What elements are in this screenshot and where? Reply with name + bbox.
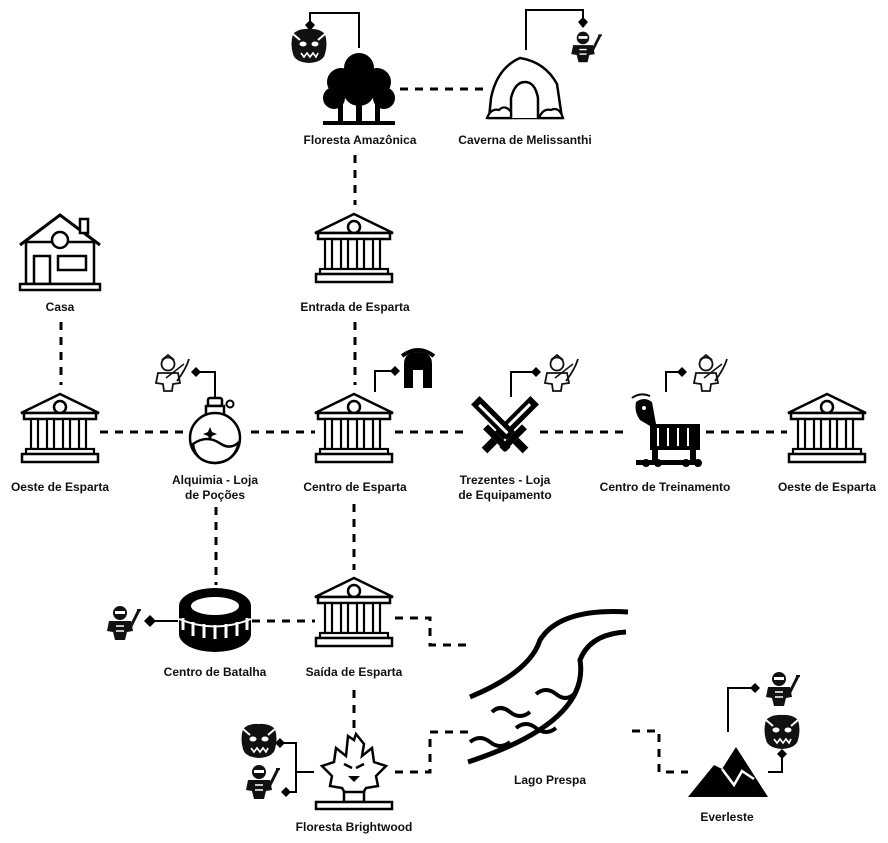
monster-icon-everleste[interactable] bbox=[763, 713, 801, 750]
spartan-helmet-icon[interactable] bbox=[400, 348, 436, 388]
path-network bbox=[59, 87, 787, 774]
character-links bbox=[152, 9, 783, 793]
label-treinamento: Centro de Treinamento bbox=[600, 480, 731, 494]
cave-icon[interactable] bbox=[485, 56, 565, 120]
label-alquimia-2: de Poções bbox=[185, 488, 245, 502]
label-caverna: Caverna de Melissanthi bbox=[458, 133, 591, 147]
label-floresta-amazonica: Floresta Amazônica bbox=[304, 133, 417, 147]
colosseum-icon[interactable] bbox=[178, 588, 252, 652]
label-lago: Lago Prespa bbox=[514, 773, 586, 787]
label-casa: Casa bbox=[46, 300, 75, 314]
path-brightwood-lago bbox=[395, 730, 468, 774]
label-entrada: Entrada de Esparta bbox=[300, 300, 410, 314]
burning-tree-icon[interactable] bbox=[314, 731, 394, 811]
connector-diamonds bbox=[144, 17, 787, 797]
path-lago-everleste bbox=[632, 729, 688, 774]
location-labels: Floresta Amazônica Caverna de Melissanth… bbox=[11, 133, 876, 834]
archer-icon-alquimia[interactable] bbox=[155, 354, 190, 392]
warrior-icon-brightwood[interactable] bbox=[244, 763, 282, 801]
crossed-swords-icon[interactable] bbox=[464, 389, 546, 462]
label-trezentes-2: de Equipamento bbox=[458, 488, 551, 502]
archer-icon-treinamento[interactable] bbox=[693, 354, 728, 392]
temple-icon-centro[interactable] bbox=[313, 392, 395, 464]
label-everleste: Everleste bbox=[700, 810, 754, 824]
label-trezentes-1: Trezentes - Loja bbox=[460, 473, 551, 487]
tree-icon[interactable] bbox=[323, 53, 395, 125]
warrior-icon-batalha[interactable] bbox=[105, 604, 143, 642]
temple-icon-oeste-direita[interactable] bbox=[786, 392, 868, 464]
mountain-icon[interactable] bbox=[688, 747, 768, 797]
warrior-icon-caverna[interactable] bbox=[569, 30, 604, 64]
potion-icon[interactable] bbox=[188, 396, 242, 465]
house-icon[interactable] bbox=[18, 213, 102, 292]
warrior-icon-everleste[interactable] bbox=[764, 670, 802, 708]
temple-icon-saida[interactable] bbox=[313, 576, 395, 648]
label-brightwood: Floresta Brightwood bbox=[296, 820, 413, 834]
label-alquimia-1: Alquimia - Loja bbox=[172, 473, 258, 487]
label-oeste-direita: Oeste de Esparta bbox=[778, 480, 876, 494]
trojan-horse-icon[interactable] bbox=[631, 393, 702, 467]
path-saida-lago bbox=[395, 616, 468, 647]
label-oeste-esquerda: Oeste de Esparta bbox=[11, 480, 109, 494]
label-centro: Centro de Esparta bbox=[303, 480, 407, 494]
monster-icon-brightwood[interactable] bbox=[240, 722, 278, 759]
archer-icon-trezentes[interactable] bbox=[544, 354, 579, 392]
monster-icon-floresta[interactable] bbox=[290, 27, 328, 64]
temple-icon-oeste-esquerda[interactable] bbox=[19, 392, 101, 464]
river-icon[interactable] bbox=[467, 609, 629, 765]
label-saida: Saída de Esparta bbox=[306, 665, 403, 679]
label-batalha: Centro de Batalha bbox=[164, 665, 267, 679]
temple-icon-entrada[interactable] bbox=[313, 212, 395, 284]
